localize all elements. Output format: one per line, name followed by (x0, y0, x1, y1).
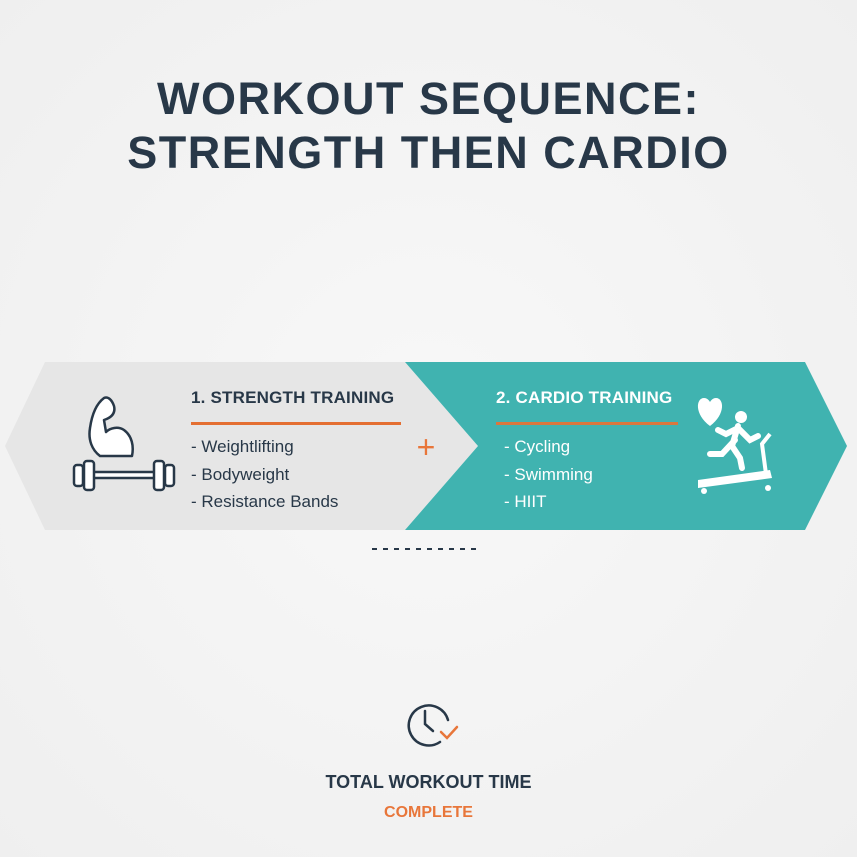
cardio-section: 2. CARDIO TRAINING - Cycling - Swimming … (496, 388, 678, 516)
dumbbell-icon (72, 459, 176, 492)
cardio-heading: 2. CARDIO TRAINING (496, 388, 673, 407)
cardio-underline (496, 422, 678, 425)
list-item: - HIIT (504, 492, 547, 511)
list-item: - Cycling (504, 437, 571, 456)
heart-icon (697, 398, 723, 426)
treadmill-runner-icon (698, 411, 772, 494)
list-item: - Resistance Bands (191, 492, 339, 511)
total-time-label: TOTAL WORKOUT TIME (325, 772, 532, 792)
cardio-list: - Cycling - Swimming - HIIT (496, 433, 678, 516)
list-item: - Swimming (504, 464, 593, 484)
total-time-status: COMPLETE (384, 804, 473, 821)
strength-heading: 1. STRENGTH TRAINING (191, 388, 395, 407)
cardio-panel (405, 362, 847, 530)
strength-panel (5, 362, 478, 530)
list-item: - Weightlifting (191, 437, 294, 456)
clock-check-icon (407, 704, 459, 747)
strength-underline (191, 422, 401, 425)
plus-connector: + (417, 429, 436, 465)
page-title: WORKOUT SEQUENCE: STRENGTH THEN CARDIO (127, 73, 730, 178)
strength-section: 1. STRENGTH TRAINING - Weightlifting - B… (191, 388, 401, 516)
flexed-arm-icon (88, 396, 134, 458)
list-item: - Bodyweight (191, 464, 290, 484)
strength-list: - Weightlifting - Bodyweight - Resistanc… (191, 433, 401, 516)
